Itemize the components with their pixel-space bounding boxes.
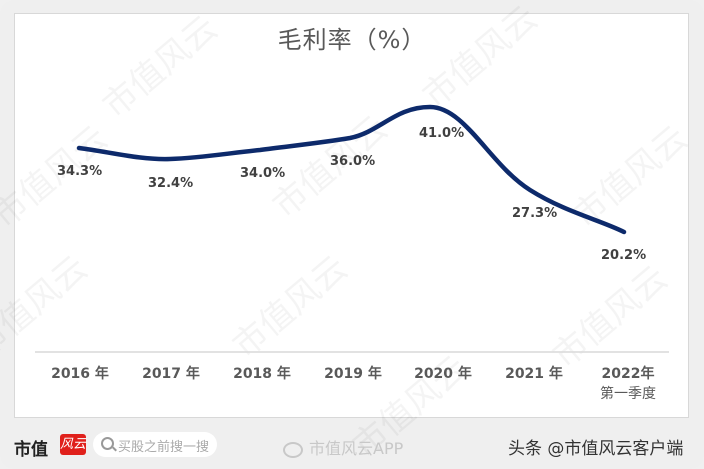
data-label: 36.0% — [330, 154, 376, 169]
x-tick-label: 2019 年 — [322, 364, 384, 384]
data-label: 27.3% — [512, 206, 558, 221]
x-tick-label: 2020 年 — [412, 364, 474, 384]
brand-logo-badge: 风云 — [60, 434, 86, 455]
gross-margin-line — [76, 104, 627, 235]
x-tick-main: 2016 年 — [51, 366, 109, 382]
x-tick-label: 2018 年 — [231, 364, 293, 384]
weibo-text: 市值风云APP — [309, 439, 404, 458]
search-placeholder: 买股之前搜一搜 — [118, 440, 210, 455]
x-tick-label: 2021 年 — [503, 364, 565, 384]
search-icon — [101, 437, 114, 450]
x-tick-label: 2016 年 — [49, 364, 111, 384]
x-tick-main: 2021 年 — [505, 366, 563, 382]
x-tick-sub: 第一季度 — [600, 386, 656, 402]
x-tick-main: 2019 年 — [324, 366, 382, 382]
x-tick-main: 2017 年 — [142, 366, 200, 382]
toutiao-credit: 头条 @市值风云客户端 — [508, 439, 684, 459]
x-tick-main: 2022年 — [601, 366, 655, 382]
brand-logo-text: 市值 — [14, 440, 48, 460]
x-tick-main: 2018 年 — [233, 366, 291, 382]
chart-panel — [14, 13, 689, 418]
data-label: 20.2% — [601, 248, 647, 263]
data-label: 41.0% — [419, 126, 465, 141]
x-tick-label: 2022年第一季度 — [590, 364, 666, 404]
data-label: 34.3% — [57, 164, 103, 179]
data-label: 32.4% — [148, 176, 194, 191]
data-label: 34.0% — [240, 166, 286, 181]
footer-bar: 市值 风云 买股之前搜一搜 市值风云APP 头条 @市值风云客户端 — [0, 420, 704, 469]
chart-title: 毛利率（%） — [277, 26, 427, 54]
search-box[interactable]: 买股之前搜一搜 — [93, 432, 217, 457]
x-tick-label: 2017 年 — [140, 364, 202, 384]
weibo-watermark: 市值风云APP — [283, 435, 403, 459]
weibo-icon — [283, 441, 303, 458]
x-tick-main: 2020 年 — [414, 366, 472, 382]
